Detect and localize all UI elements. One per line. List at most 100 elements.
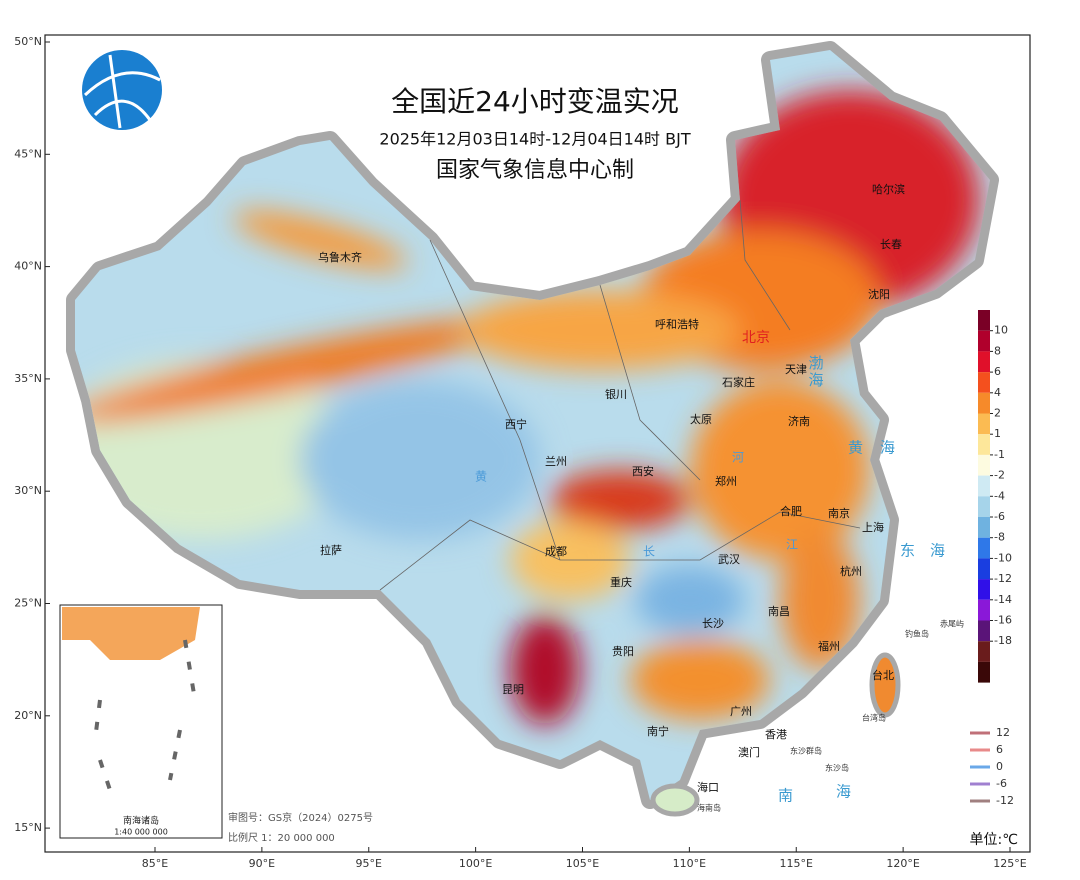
city-label: 福州 [818,639,840,653]
sea-label: 海 [880,439,897,457]
contour-legend-label: -6 [996,777,1007,790]
colorbar-label: -18 [994,634,1012,647]
city-label: 上海 [862,520,884,534]
colorbar-cell [978,475,990,497]
colorbar-cell [978,558,990,580]
city-label: 西宁 [505,417,527,431]
river-label: 江 [786,538,798,552]
contour-legend-label: 0 [996,760,1003,773]
island-label: 海南岛 [697,803,721,813]
city-label: 成都 [545,545,567,558]
colorbar-label: 6 [994,365,1001,378]
colorbar-cell [978,454,990,476]
island-label: 赤尾屿 [940,620,964,629]
city-label: 重庆 [610,575,632,589]
sea-label: 渤海 [807,355,825,389]
colorbar-cell [978,330,990,352]
sea-label: 南 [778,787,795,805]
colorbar-label: -14 [994,593,1012,606]
map-subtitle: 2025年12月03日14时-12月04日14时 BJT [379,130,690,149]
city-label: 呼和浩特 [655,317,699,331]
map-title: 全国近24小时变温实况 [391,85,679,118]
city-label: 济南 [788,414,810,428]
logo-mark [83,54,161,129]
contour-legend-label: 12 [996,726,1010,739]
city-label: 长春 [880,238,902,251]
lat-label: 35°N [14,372,42,385]
lon-label: 105°E [566,857,599,870]
city-label: 银川 [605,387,627,401]
lat-label: 25°N [14,597,42,610]
city-label: 澳门 [738,745,760,759]
lon-label: 85°E [142,857,168,870]
colorbar-cell [978,310,990,331]
city-label: 昆明 [502,683,524,696]
lon-label: 100°E [459,857,492,870]
lat-label: 30°N [14,484,42,497]
river-label: 黄 [475,470,487,484]
city-label: 南京 [828,506,850,520]
river-label: 河 [732,451,744,465]
colorbar-cell [978,579,990,600]
colorbar-label: -6 [994,510,1005,523]
colorbar-cell [978,434,990,455]
unit: 单位:℃ [970,832,1018,848]
colorbar-cell [978,641,990,662]
city-label: 杭州 [840,564,862,578]
lon-label: 110°E [673,857,706,870]
taiwan [869,652,901,718]
city-label: 长沙 [702,617,724,630]
city-label: 香港 [765,728,787,741]
city-label: 贵阳 [612,645,634,658]
colorbar-cell [978,413,990,435]
city-label: 沈阳 [868,287,890,301]
colorbar-cell [978,537,990,559]
city-label: 合肥 [780,504,802,518]
lat-label: 45°N [14,147,42,160]
place-labels: 哈尔滨 长春 沈阳 乌鲁木齐 呼和浩特 北京 天津 石家庄 银川 太原 济南 西… [318,182,964,813]
lat-label: 40°N [14,260,42,273]
colorbar-label: -10 [994,551,1012,564]
colorbar-label: -12 [994,572,1012,585]
city-label: 海口 [697,780,719,794]
city-label: 天津 [785,363,807,376]
lon-label: 90°E [249,857,275,870]
province-borders [379,199,861,591]
colorbar-label: 2 [994,407,1001,420]
colorbar-label: -1 [994,448,1005,461]
colorbar-cell [978,496,990,517]
producer: 国家气象信息中心制 [436,158,634,183]
city-label: 西安 [632,464,654,478]
city-label: 兰州 [545,455,567,468]
lat-label: 15°N [14,821,42,834]
colorbar-cell [978,351,990,373]
city-label: 太原 [690,413,712,426]
colorbar-label: -2 [994,469,1005,482]
sea-label: 黄 [848,439,865,457]
sea-label: 东 [900,542,917,560]
colorbar-label: 10 [994,324,1008,337]
inset-land [62,607,200,660]
city-label: 石家庄 [722,375,755,389]
city-label: 武汉 [718,553,740,566]
colorbar-label: -16 [994,614,1012,627]
city-label: 南宁 [647,724,669,738]
island-label: 台湾岛 [862,713,886,723]
lon-label: 125°E [993,857,1026,870]
colorbar-label: -4 [994,489,1005,502]
city-label: 哈尔滨 [872,182,905,196]
colorbar-cell [978,620,990,642]
colorbar-cell [978,372,990,393]
city-label: 广州 [730,705,752,718]
review-number: 审图号：GS京（2024）0275号 [228,811,373,824]
contour-legend-label: -12 [996,794,1014,807]
city-label: 台北 [872,668,894,682]
lon-label: 120°E [886,857,919,870]
map-scale: 比例尺 1：20 000 000 [228,831,335,844]
colorbar-label: 1 [994,427,1001,440]
inset-scale: 1:40 000 000 [114,828,168,837]
city-label: 拉萨 [320,543,342,557]
city-label: 南昌 [768,605,790,618]
inset-title: 南海诸岛 [123,815,159,827]
